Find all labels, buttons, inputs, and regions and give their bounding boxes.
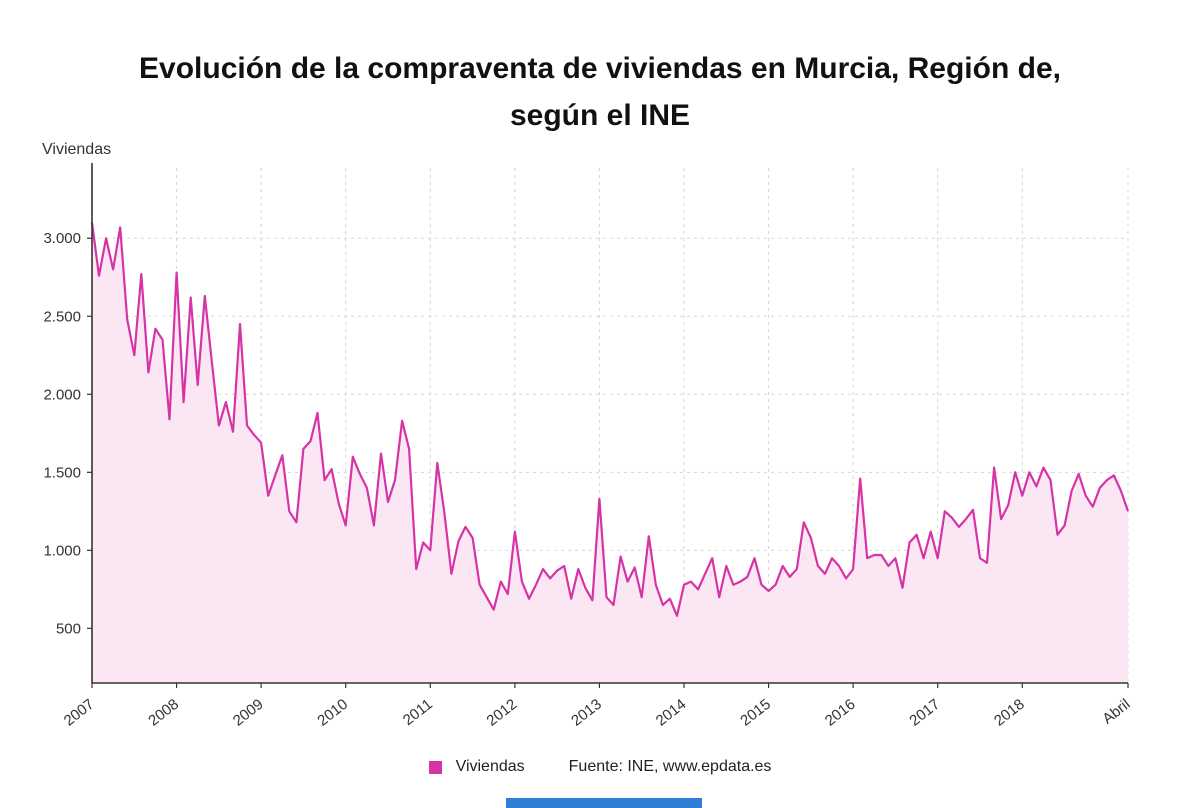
viviendas-line-chart-svg: 500 1.000 1.500 2.000 2.500 3.000 2007 2008 2009… [43,163,1133,730]
svg-text:2009: 2009 [230,696,267,730]
svg-text:2017: 2017 [906,696,943,730]
svg-text:2013: 2013 [568,696,605,730]
line-chart: 500 1.000 1.500 2.000 2.500 3.000 2007 2008 2009… [0,160,1200,760]
svg-text:3.000: 3.000 [43,230,81,247]
chart-title: Evolución de la compraventa de viviendas… [0,46,1200,139]
svg-text:1.500: 1.500 [43,464,81,481]
svg-text:1.000: 1.000 [43,542,81,559]
legend-series-label: Viviendas [455,758,525,775]
source-text: Fuente: INE, www.epdata.es [568,758,772,775]
svg-text:2016: 2016 [822,696,859,730]
svg-text:2015: 2015 [737,696,774,730]
y-axis-title: Viviendas [42,141,112,158]
svg-text:Abril: Abril [1099,696,1133,728]
svg-text:2008: 2008 [145,696,182,730]
legend-swatch-viviendas [428,760,442,774]
legend: Viviendas Fuente: INE, www.epdata.es [0,758,1200,776]
svg-text:2007: 2007 [61,696,98,730]
svg-text:500: 500 [56,620,81,637]
svg-text:2010: 2010 [314,696,351,730]
chart-title-line1: Evolución de la compraventa de viviendas… [139,52,1061,86]
svg-text:2014: 2014 [653,696,690,730]
svg-text:2011: 2011 [400,696,436,729]
svg-text:2.500: 2.500 [43,308,81,325]
svg-text:2018: 2018 [991,696,1028,730]
svg-text:2.000: 2.000 [43,386,81,403]
epdata-logo-bar [506,798,702,808]
chart-title-line2: según el INE [509,98,691,132]
svg-text:2012: 2012 [484,696,521,730]
